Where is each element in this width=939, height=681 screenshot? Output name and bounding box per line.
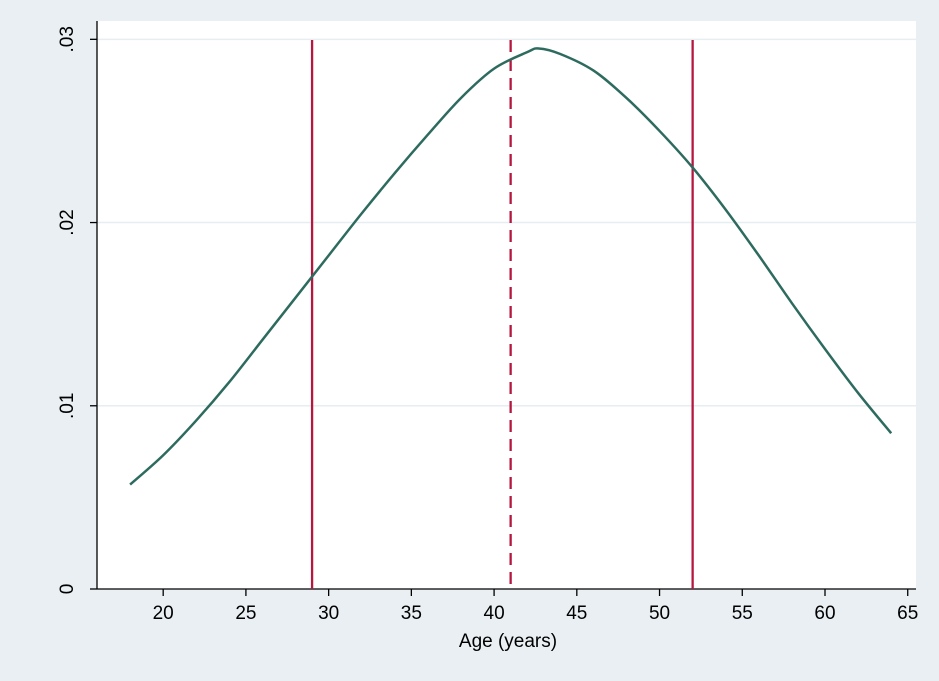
x-tick-label: 60 <box>814 603 835 624</box>
y-tick-label: 0 <box>57 584 78 595</box>
x-tick-label: 45 <box>566 603 587 624</box>
x-tick-label: 35 <box>401 603 422 624</box>
x-axis-title: Age (years) <box>459 631 557 652</box>
x-tick-label: 55 <box>732 603 753 624</box>
grid-layer <box>97 38 916 407</box>
axis-layer <box>96 21 916 590</box>
x-tick-label: 40 <box>484 603 505 624</box>
y-tick-label: .02 <box>57 209 78 235</box>
x-tick-label: 65 <box>897 603 918 624</box>
x-tick-label: 30 <box>318 603 339 624</box>
y-tick-label: .03 <box>57 26 78 52</box>
y-tick-label: .01 <box>57 393 78 419</box>
series-layer <box>129 47 893 486</box>
reference-lines <box>310 40 694 589</box>
tick-layer: 0 .01 .02 .03 20 25 30 35 40 45 50 55 60 65 <box>57 26 918 624</box>
x-tick-label: 25 <box>235 603 256 624</box>
x-tick-label: 50 <box>649 603 670 624</box>
plot-area <box>97 21 916 589</box>
x-tick-label: 20 <box>153 603 174 624</box>
density-curve <box>129 47 893 486</box>
